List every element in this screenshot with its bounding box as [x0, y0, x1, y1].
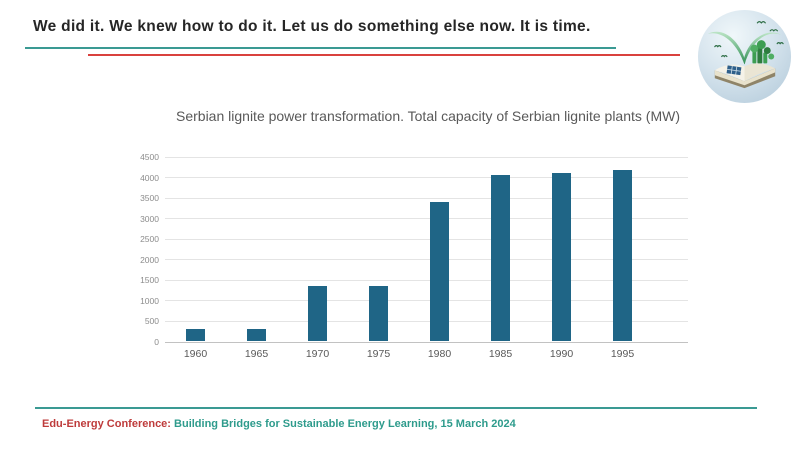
y-tick-label-4500: 4500 [140, 152, 159, 162]
gridline-1000 [165, 300, 688, 302]
x-tick-label-1975: 1975 [366, 348, 391, 360]
bar-1960 [186, 328, 205, 341]
y-tick-label-4000: 4000 [140, 172, 159, 183]
bar-1985 [491, 174, 510, 341]
y-tick-label-3500: 3500 [140, 193, 159, 204]
bar-1980 [430, 201, 449, 341]
x-tick-label-1960: 1960 [183, 348, 208, 360]
gridline-2000 [165, 259, 688, 261]
gridline-2500 [165, 238, 688, 240]
teal-accent-line [25, 47, 616, 49]
footer: Edu-Energy Conference: Building Bridges … [42, 418, 516, 430]
chart-title: Serbian lignite power transformation. To… [176, 108, 680, 124]
y-tick-label-2500: 2500 [140, 234, 159, 245]
y-tick-label-1000: 1000 [140, 295, 159, 306]
y-tick-label-1500: 1500 [140, 275, 159, 286]
x-tick-label-1985: 1985 [488, 348, 513, 360]
bar-1965 [247, 328, 266, 341]
x-tick-label-1970: 1970 [305, 348, 330, 360]
bar-1970 [308, 286, 327, 341]
x-tick-label-1980: 1980 [427, 348, 452, 360]
bar-1995 [613, 169, 632, 341]
y-tick-label-500: 500 [144, 316, 159, 327]
gridline-4000 [165, 177, 688, 179]
open-book-sprout-logo [695, 7, 794, 106]
footer-conference-text: Building Bridges for Sustainable Energy … [170, 418, 516, 430]
y-tick-label-2000: 2000 [140, 254, 159, 265]
x-tick-label-1990: 1990 [549, 348, 574, 360]
logo-graphic [697, 9, 792, 104]
gridline-4500 [165, 156, 688, 158]
plot-area: 0 500 1000 1500 2000 2500 3000 3500 4000 4500 1960… [140, 152, 688, 360]
x-tick-label-1995: 1995 [610, 348, 635, 360]
gridline-0 [165, 341, 688, 343]
y-tick-label-3000: 3000 [140, 213, 159, 224]
gridline-3500 [165, 197, 688, 199]
y-tick-label-0: 0 [154, 337, 159, 347]
footer-conference-label: Edu-Energy Conference: [42, 418, 171, 430]
gridline-3000 [165, 218, 688, 220]
footer-accent-line [35, 407, 757, 409]
x-tick-label-1965: 1965 [244, 348, 269, 360]
red-accent-line [88, 54, 680, 56]
gridline-500 [165, 320, 688, 322]
slide-title: We did it. We knew how to do it. Let us … [33, 18, 591, 35]
bar-1975 [369, 286, 388, 341]
bar-1990 [552, 173, 571, 341]
gridline-1500 [165, 279, 688, 281]
